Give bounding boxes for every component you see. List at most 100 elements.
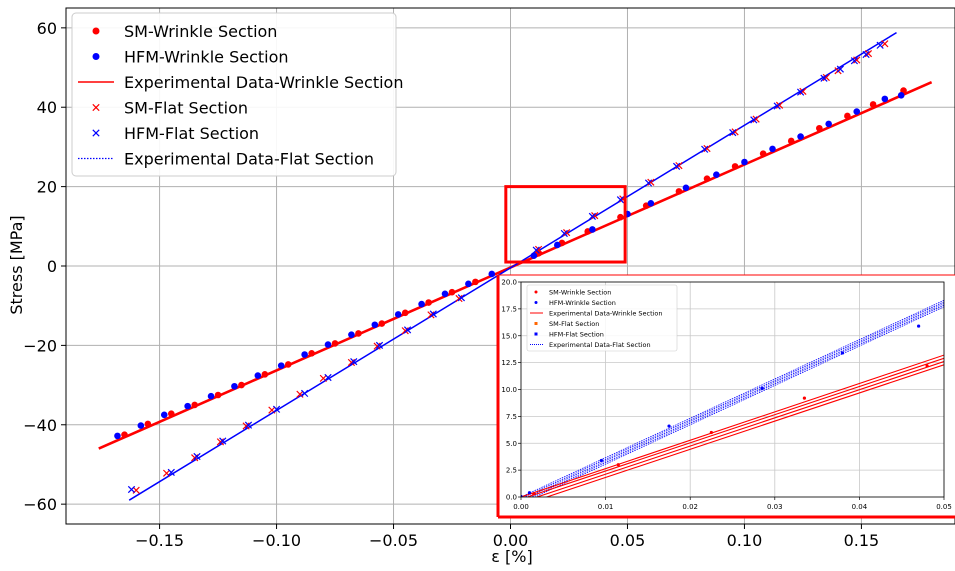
inset-legend-label: SM-Flat Section xyxy=(549,320,599,328)
data-point-x xyxy=(403,326,412,334)
y-tick-label: −20 xyxy=(23,336,57,355)
data-point xyxy=(401,309,409,317)
data-point-x xyxy=(672,162,681,170)
x-marker-stroke xyxy=(92,129,100,137)
x-marker-stroke xyxy=(403,326,412,334)
data-point xyxy=(881,95,889,103)
data-point-x xyxy=(244,421,253,429)
inset-x-tick-label: 0.00 xyxy=(513,503,529,511)
data-point-x xyxy=(752,115,760,123)
data-point-x xyxy=(167,468,175,477)
data-point-x xyxy=(703,144,711,153)
data-point xyxy=(530,252,538,259)
inset-wrinkle-line xyxy=(521,354,944,497)
data-point-x xyxy=(375,341,384,350)
inset-legend-marker xyxy=(534,332,538,336)
data-point-x xyxy=(401,327,409,335)
x-marker-stroke xyxy=(647,178,655,186)
data-point xyxy=(787,137,795,145)
data-point-x xyxy=(775,101,784,109)
x-marker-stroke xyxy=(242,422,250,430)
x-tick-label: 0.10 xyxy=(727,531,763,550)
inset-legend-label: SM-Wrinkle Section xyxy=(549,288,611,296)
data-point xyxy=(769,145,776,153)
data-point xyxy=(184,402,191,410)
x-tick-label: 0.05 xyxy=(610,531,646,550)
inset-legend-label: HFM-Flat Section xyxy=(549,330,604,338)
data-point xyxy=(488,270,496,278)
inset-flat-line xyxy=(521,299,944,497)
data-point-x xyxy=(850,57,859,65)
data-point xyxy=(797,133,804,140)
x-marker-stroke xyxy=(820,74,828,82)
y-axis-label: Stress [MPa] xyxy=(7,215,26,314)
x-marker-stroke xyxy=(853,56,861,64)
data-point-x xyxy=(701,145,709,153)
inset-legend-marker xyxy=(534,301,538,304)
x-marker-stroke xyxy=(268,406,276,414)
data-point-x xyxy=(324,373,332,382)
main-ticks: −0.15 −0.10 −0.05 0.00 0.05 0.10 0.15−60−40−20… xyxy=(23,19,879,550)
data-point-x xyxy=(853,56,861,64)
data-point-x xyxy=(820,74,828,82)
legend-label: SM-Wrinkle Section xyxy=(124,22,277,41)
data-point-x xyxy=(457,294,465,302)
inset-point-blue xyxy=(667,424,671,428)
data-point xyxy=(331,340,339,347)
inset-wrinkle-line xyxy=(535,361,944,497)
inset-chart: 0.00 0.01 0.02 0.03 0.04 0.05 0.0 2.5 5.0 7.5 10.0… xyxy=(496,274,955,519)
x-tick-label: −0.15 xyxy=(135,531,184,550)
x-marker-stroke xyxy=(219,437,227,445)
data-point-x xyxy=(591,211,599,220)
inset-point-red xyxy=(802,396,807,400)
x-marker-stroke xyxy=(703,144,711,153)
data-point-x xyxy=(272,405,281,413)
data-point xyxy=(425,299,432,306)
inset-x-tick-label: 0.01 xyxy=(598,503,614,511)
data-point-x xyxy=(750,116,758,124)
inset-flat-line xyxy=(533,306,944,497)
data-point-x xyxy=(373,342,381,350)
x-tick-label: −0.05 xyxy=(369,531,418,550)
data-point xyxy=(254,372,262,379)
data-point xyxy=(589,226,596,233)
x-marker-stroke xyxy=(775,101,784,109)
inset-y-tick-label: 7.5 xyxy=(506,413,517,421)
data-point-x xyxy=(455,294,463,303)
x-marker-stroke xyxy=(675,161,683,170)
data-point xyxy=(348,331,355,338)
data-point-x xyxy=(647,178,655,186)
x-marker-stroke xyxy=(427,311,435,319)
inset-series xyxy=(521,299,944,497)
data-point-x xyxy=(822,73,830,82)
x-marker-stroke xyxy=(799,87,807,95)
inset-y-tick-label: 12.5 xyxy=(501,359,517,367)
x-marker-stroke xyxy=(750,116,758,124)
data-point xyxy=(121,431,128,438)
x-axis-label: ε [%] xyxy=(491,547,532,566)
zoom-box-group xyxy=(504,185,627,264)
inset-point-red xyxy=(709,430,713,435)
data-point xyxy=(844,112,851,120)
data-point-x xyxy=(560,229,568,238)
data-point-x xyxy=(242,422,250,430)
inset-y-tick-label: 0.0 xyxy=(506,494,517,502)
data-point-x xyxy=(350,358,358,366)
inset-y-tick-label: 10.0 xyxy=(501,386,517,394)
x-marker-stroke xyxy=(591,211,599,220)
x-marker-stroke xyxy=(644,179,653,187)
data-point xyxy=(191,401,198,409)
x-marker-stroke xyxy=(731,128,739,136)
data-point xyxy=(472,278,479,286)
x-marker-stroke xyxy=(588,212,597,221)
x-marker-stroke xyxy=(319,374,327,382)
y-tick-label: −60 xyxy=(23,495,57,514)
inset-x-tick-label: 0.02 xyxy=(682,503,698,511)
x-marker-stroke xyxy=(244,421,253,429)
data-point-x xyxy=(532,246,540,254)
data-point-x xyxy=(675,161,683,170)
data-point xyxy=(465,280,472,288)
data-point xyxy=(759,150,767,157)
x-marker-stroke xyxy=(216,438,225,446)
x-marker-stroke xyxy=(836,65,844,73)
